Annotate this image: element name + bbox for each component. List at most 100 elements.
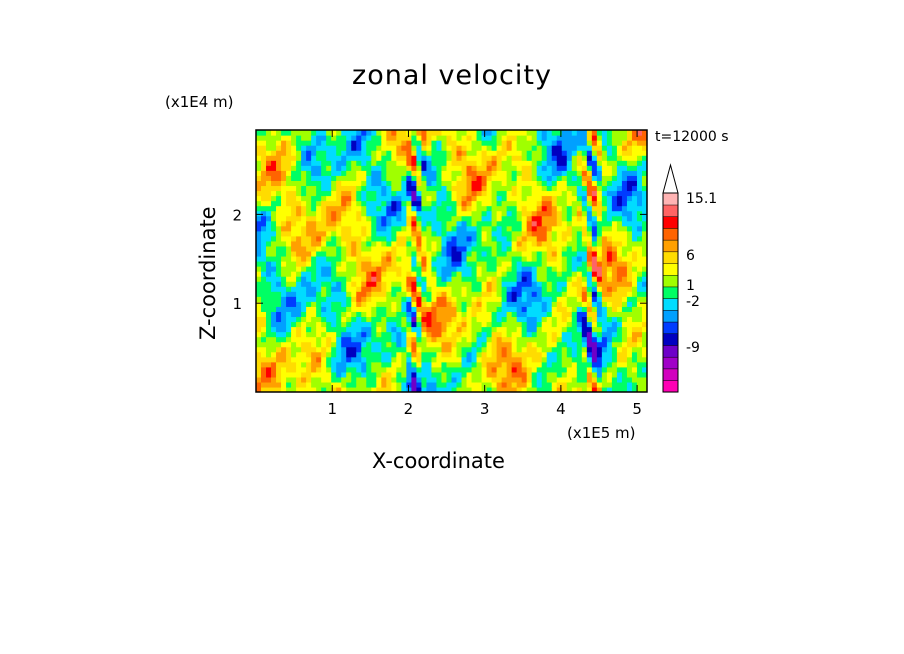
- field-cell: [571, 276, 578, 282]
- field-cell: [566, 346, 573, 353]
- colorbar-box: [662, 298, 679, 311]
- field-cell: [546, 356, 553, 363]
- field-cell: [336, 346, 342, 353]
- field-cell: [346, 326, 352, 333]
- field-cell: [391, 306, 397, 312]
- field-cell: [271, 150, 277, 156]
- field-cell: [641, 361, 647, 368]
- field-cell: [421, 351, 428, 358]
- field-cell: [641, 356, 647, 363]
- field-cell: [316, 376, 322, 383]
- field-cell: [461, 215, 468, 222]
- field-cell: [331, 185, 337, 192]
- field-cell: [286, 271, 292, 277]
- field-cell: [291, 140, 297, 146]
- field-cell: [541, 180, 548, 187]
- field-cell: [321, 235, 327, 242]
- field-cell: [346, 356, 352, 363]
- field-cell: [481, 235, 488, 242]
- field-cell: [306, 311, 312, 318]
- field-cell: [386, 346, 392, 353]
- field-cell: [276, 240, 282, 247]
- field-cell: [271, 240, 277, 247]
- field-cell: [426, 240, 433, 247]
- field-cell: [346, 150, 352, 156]
- field-cell: [326, 291, 332, 297]
- field-cell: [471, 336, 478, 343]
- field-cell: [536, 210, 543, 217]
- field-cell: [386, 145, 392, 151]
- field-cell: [256, 165, 262, 171]
- field-cell: [591, 170, 598, 176]
- field-cell: [576, 266, 583, 272]
- field-cell: [471, 331, 478, 338]
- field-cell: [626, 311, 633, 318]
- field-cell: [581, 331, 588, 338]
- field-cell: [376, 245, 382, 252]
- field-cell: [286, 160, 292, 166]
- field-cell: [391, 195, 397, 202]
- field-cell: [566, 175, 573, 181]
- field-cell: [556, 150, 563, 156]
- field-cell: [406, 235, 412, 242]
- field-cell: [596, 371, 603, 378]
- field-cell: [361, 180, 367, 187]
- field-cell: [411, 321, 418, 328]
- field-cell: [531, 195, 538, 202]
- field-cell: [361, 160, 367, 166]
- field-cell: [281, 346, 287, 353]
- field-cell: [641, 336, 647, 343]
- field-cell: [636, 180, 643, 187]
- field-cell: [631, 200, 638, 207]
- field-cell: [316, 185, 322, 192]
- field-cell: [521, 230, 528, 237]
- field-cell: [476, 266, 483, 272]
- field-cell: [466, 145, 473, 151]
- field-cell: [551, 276, 558, 282]
- field-cell: [256, 175, 262, 181]
- field-cell: [361, 215, 367, 222]
- field-cell: [366, 230, 372, 237]
- field-cell: [306, 150, 312, 156]
- field-cell: [391, 281, 397, 287]
- field-cell: [381, 311, 387, 318]
- field-cell: [566, 351, 573, 358]
- field-cell: [356, 255, 362, 262]
- field-cell: [471, 235, 478, 242]
- field-cell: [316, 140, 322, 146]
- field-cell: [521, 150, 528, 156]
- field-cell: [476, 215, 483, 222]
- field-cell: [516, 276, 523, 282]
- field-cell: [401, 376, 407, 383]
- field-cell: [631, 381, 638, 388]
- field-cell: [261, 316, 267, 323]
- field-cell: [611, 346, 618, 353]
- field-cell: [541, 185, 548, 192]
- field-cell: [556, 316, 563, 323]
- field-cell: [481, 351, 488, 358]
- field-cell: [381, 180, 387, 187]
- field-cell: [371, 351, 377, 358]
- field-cell: [476, 150, 483, 156]
- field-cell: [516, 281, 523, 287]
- field-cell: [381, 296, 387, 302]
- field-cell: [386, 175, 392, 181]
- field-cell: [481, 261, 488, 267]
- field-cell: [401, 326, 407, 333]
- field-cell: [451, 376, 458, 383]
- field-cell: [391, 230, 397, 237]
- field-cell: [466, 331, 473, 338]
- field-cell: [531, 155, 538, 161]
- field-cell: [631, 230, 638, 237]
- field-cell: [431, 381, 438, 388]
- field-cell: [576, 210, 583, 217]
- field-cell: [376, 205, 382, 212]
- field-cell: [506, 225, 513, 232]
- field-cell: [396, 160, 402, 166]
- field-cell: [426, 376, 433, 383]
- field-cell: [576, 230, 583, 237]
- field-cell: [526, 371, 533, 378]
- field-cell: [521, 190, 528, 197]
- field-cell: [441, 266, 448, 272]
- field-cell: [386, 225, 392, 232]
